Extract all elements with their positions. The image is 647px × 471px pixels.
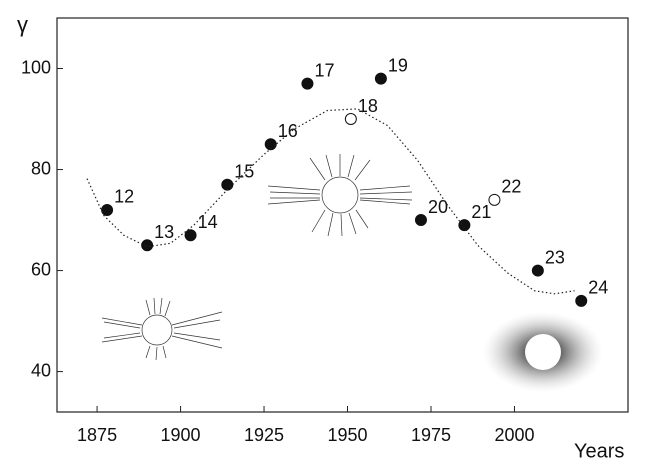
data-point: [345, 114, 356, 125]
data-point: [185, 230, 196, 241]
x-tick-label: 1950: [327, 425, 367, 445]
data-point: [576, 295, 587, 306]
data-point: [102, 204, 113, 215]
data-point: [142, 240, 153, 251]
y-tick-label: 60: [31, 259, 51, 279]
point-label: 24: [588, 278, 608, 298]
corona-2000: [483, 312, 603, 392]
x-tick-label: 1975: [411, 425, 451, 445]
chart: γ Years 40 60 80 100 1875 1900 1925 1950 1975 200…: [0, 0, 647, 466]
point-label: 23: [545, 247, 565, 267]
x-tick-label: 2000: [494, 425, 534, 445]
point-label: 19: [388, 55, 408, 75]
point-label: 14: [198, 212, 218, 232]
point-label: 21: [471, 202, 491, 222]
point-label: 13: [154, 222, 174, 242]
x-axis-label: Years: [574, 440, 624, 462]
y-axis-label: γ: [17, 12, 28, 37]
x-tick-label: 1900: [161, 425, 201, 445]
x-tick-label: 1925: [244, 425, 284, 445]
data-point: [302, 78, 313, 89]
point-label: 18: [358, 96, 378, 116]
data-point: [415, 215, 426, 226]
y-tick-label: 100: [21, 57, 51, 77]
data-point: [375, 73, 386, 84]
data-point: [459, 220, 470, 231]
point-label: 15: [234, 161, 254, 181]
y-tick-label: 40: [31, 360, 51, 380]
point-label: 17: [314, 60, 334, 80]
data-point: [222, 179, 233, 190]
point-label: 12: [114, 187, 134, 207]
corona-1950: [268, 154, 412, 236]
point-label: 16: [278, 121, 298, 141]
y-tick-label: 80: [31, 158, 51, 178]
x-tick-label: 1875: [77, 425, 117, 445]
data-point: [489, 194, 500, 205]
data-point: [532, 265, 543, 276]
corona-1875: [102, 298, 222, 360]
point-label: 22: [501, 177, 521, 197]
point-label: 20: [428, 197, 448, 217]
